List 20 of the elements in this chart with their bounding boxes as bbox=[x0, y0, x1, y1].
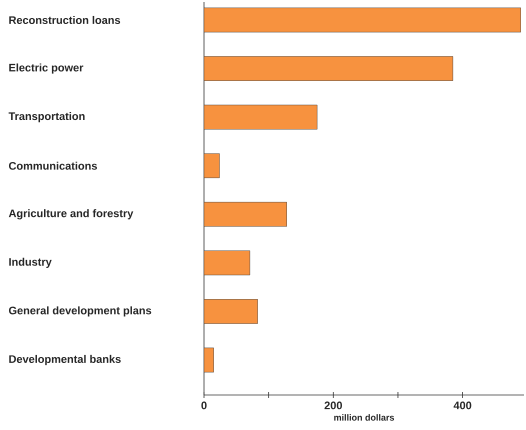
y-tick-label: Industry bbox=[9, 258, 52, 268]
y-tick-label: General development plans bbox=[8, 306, 152, 317]
bar bbox=[204, 202, 287, 227]
bar bbox=[204, 250, 250, 276]
y-tick-label: Communications bbox=[8, 162, 97, 170]
bar bbox=[204, 8, 521, 32]
y-tick-label: Electric power bbox=[9, 63, 84, 74]
x-tick-label: 0 bbox=[201, 402, 207, 410]
x-tick-label: 200 bbox=[324, 402, 342, 410]
bar bbox=[204, 299, 258, 324]
bar bbox=[204, 153, 220, 178]
x-axis-title: million dollars bbox=[334, 414, 394, 421]
y-tick-label: Agriculture and forestry bbox=[8, 209, 134, 220]
x-tick-label: 400 bbox=[454, 402, 472, 410]
y-tick-label: Developmental banks bbox=[9, 354, 121, 366]
bar bbox=[204, 104, 318, 130]
bar bbox=[204, 56, 454, 81]
bar bbox=[204, 348, 214, 372]
y-tick-label: Transportation bbox=[8, 112, 85, 122]
y-tick-label: Reconstruction loans bbox=[9, 16, 120, 24]
